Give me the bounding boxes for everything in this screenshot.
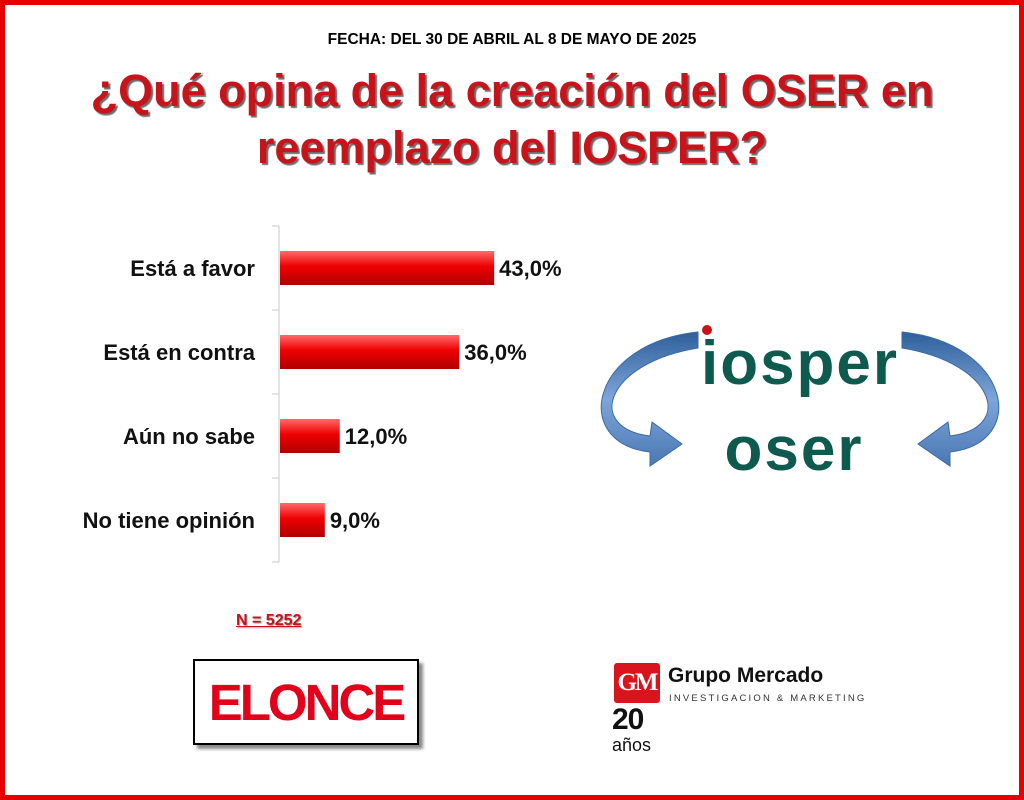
title-line-1: ¿Qué opina de la creación del OSER en <box>90 65 934 116</box>
oser-logo-text: oser <box>725 415 864 484</box>
elonce-logo-text: ELONCE <box>208 673 407 731</box>
category-label: No tiene opinión <box>83 508 255 533</box>
title-line-2: reemplazo del IOSPER? <box>256 122 768 173</box>
sample-size: N = 5252 <box>236 612 302 629</box>
category-label: Aún no sabe <box>123 424 255 449</box>
iosper-logo-text: iosper <box>701 329 899 398</box>
elonce-logo: ELONCE <box>193 659 419 745</box>
bar <box>280 335 460 369</box>
grupo-mercado-name: Grupo Mercado <box>668 664 824 687</box>
bar-chart: Está a favor 43,0% Está en contra 36,0% Aún … <box>83 225 562 563</box>
right-curved-arrow-icon <box>901 331 1000 467</box>
bar-value-label: 43,0% <box>499 256 561 281</box>
grupo-mercado-logo-mark: GM <box>614 663 660 703</box>
iosper-oser-logo: iosper oser <box>600 325 1000 484</box>
category-label: Está en contra <box>103 340 255 365</box>
bar <box>280 419 340 453</box>
iosper-dot-icon <box>702 325 712 335</box>
anniversary-number: 20 <box>612 703 644 736</box>
bar <box>280 503 325 537</box>
bar-value-label: 36,0% <box>464 340 526 365</box>
bar-value-label: 9,0% <box>330 508 380 533</box>
anniversary-word: años <box>612 735 652 755</box>
category-label: Está a favor <box>130 256 255 281</box>
left-curved-arrow-icon <box>600 331 699 467</box>
gm-initials: GM <box>617 669 658 696</box>
bar <box>280 251 495 285</box>
page-title: ¿Qué opina de la creación del OSER en re… <box>0 62 1024 176</box>
grupo-mercado-subtitle: INVESTIGACION & MARKETING <box>669 693 867 704</box>
bar-value-label: 12,0% <box>345 424 407 449</box>
survey-date: FECHA: DEL 30 DE ABRIL AL 8 DE MAYO DE 2… <box>327 31 697 48</box>
